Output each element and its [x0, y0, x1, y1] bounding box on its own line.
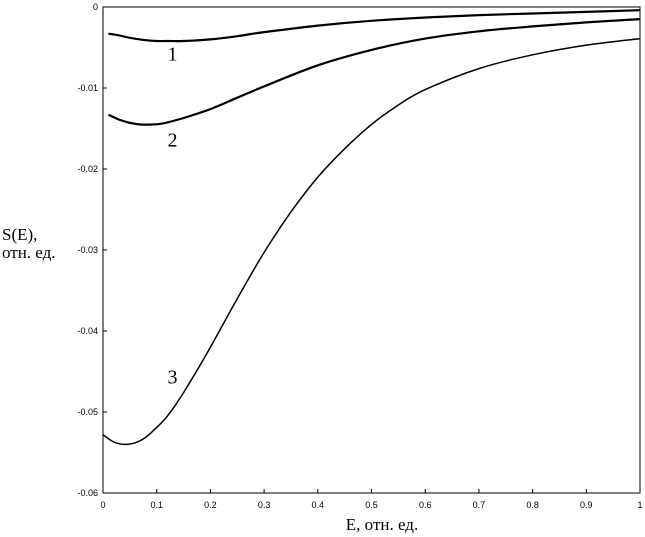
- y-axis-label-line2: отн. ед.: [2, 243, 56, 262]
- y-tick-label: -0.04: [77, 326, 98, 336]
- curve-label-3: 3: [167, 367, 177, 389]
- y-tick-label: -0.03: [77, 245, 98, 255]
- y-tick-label: -0.01: [77, 83, 98, 93]
- x-tick-label: 0.2: [204, 500, 217, 510]
- curve-label-1: 1: [167, 43, 177, 65]
- curve-label-2: 2: [167, 129, 177, 151]
- x-tick-label: 0.7: [473, 500, 486, 510]
- curve-2: [107, 18, 641, 126]
- x-tick-label: 0.6: [419, 500, 432, 510]
- y-tick-label: -0.05: [77, 407, 98, 417]
- y-tick-label: -0.06: [77, 488, 98, 498]
- curves: [102, 9, 641, 446]
- y-axis-label-line1: S(E),: [2, 225, 37, 244]
- curve-3: [102, 37, 641, 446]
- x-tick-label: 0.3: [258, 500, 271, 510]
- curve-labels: 1 2 3: [167, 43, 177, 388]
- x-tick-label: 1: [637, 500, 642, 510]
- y-tick-label: 0: [93, 2, 98, 12]
- plot-frame: [102, 6, 641, 494]
- y-ticks: 0 -0.01 -0.02 -0.03 -0.04 -0.05 -0.06: [77, 2, 107, 498]
- curve-1: [108, 9, 641, 43]
- x-tick-label: 0.1: [150, 500, 163, 510]
- x-ticks: 0 0.1 0.2 0.3 0.4 0.5 0.6 0.7 0.8 0.9 1: [100, 489, 643, 510]
- x-tick-label: 0.4: [312, 500, 325, 510]
- x-axis-label: E, отн. ед.: [346, 515, 418, 534]
- x-tick-label: 0.5: [365, 500, 378, 510]
- x-tick-label: 0: [100, 500, 105, 510]
- x-tick-label: 0.8: [526, 500, 539, 510]
- y-tick-label: -0.02: [77, 164, 98, 174]
- x-tick-label: 0.9: [580, 500, 593, 510]
